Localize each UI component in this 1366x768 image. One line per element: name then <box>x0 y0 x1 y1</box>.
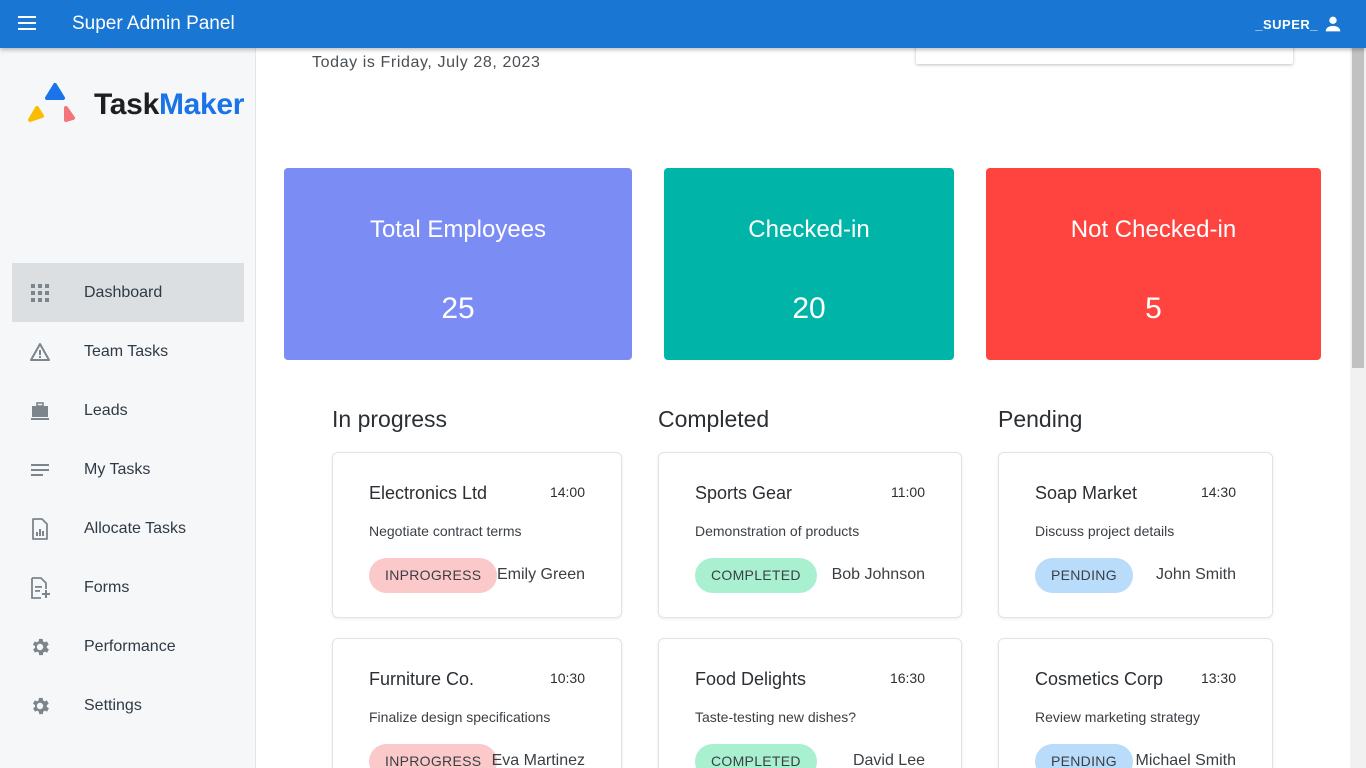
sidebar-item-forms[interactable]: Forms <box>12 558 244 617</box>
gear-icon <box>28 635 52 659</box>
stat-card-not-checked-in[interactable]: Not Checked-in 5 <box>986 168 1321 360</box>
task-card[interactable]: Electronics Ltd 14:00 Negotiate contract… <box>332 452 622 618</box>
task-assignee: David Lee <box>852 752 925 768</box>
stat-card-checked-in[interactable]: Checked-in 20 <box>664 168 954 360</box>
task-assignee: Eva Martinez <box>491 752 585 768</box>
sidebar-item-label: Settings <box>84 696 142 714</box>
task-time: 13:30 <box>1200 670 1236 686</box>
task-card[interactable]: Soap Market 14:30 Discuss project detail… <box>998 452 1273 618</box>
sidebar-item-label: My Tasks <box>84 460 151 478</box>
report-icon <box>28 517 52 541</box>
task-description: Taste-testing new dishes? <box>695 709 857 725</box>
sidebar-item-label: Dashboard <box>84 283 163 301</box>
status-badge: PENDING <box>1035 744 1133 768</box>
sidebar-nav: Dashboard Team Tasks Leads My Tasks Allo… <box>12 263 244 735</box>
task-time: 10:30 <box>549 670 585 686</box>
column-title-in-progress: In progress <box>332 406 448 432</box>
user-menu[interactable]: _SUPER_ <box>1255 13 1344 35</box>
briefcase-icon <box>28 399 52 423</box>
gear-icon <box>28 694 52 718</box>
date-text: Today is Friday, July 28, 2023 <box>312 54 541 71</box>
stat-title: Checked-in <box>748 216 870 243</box>
task-time: 11:00 <box>891 484 925 500</box>
menu-icon[interactable] <box>18 16 38 32</box>
app-title: Super Admin Panel <box>72 13 235 34</box>
status-badge: COMPLETED <box>695 558 817 593</box>
sidebar-item-label: Allocate Tasks <box>84 519 186 537</box>
task-card[interactable]: Cosmetics Corp 13:30 Review marketing st… <box>998 638 1273 768</box>
sidebar-item-leads[interactable]: Leads <box>12 381 244 440</box>
task-card[interactable]: Furniture Co. 10:30 Finalize design spec… <box>332 638 622 768</box>
sidebar-item-my-tasks[interactable]: My Tasks <box>12 440 244 499</box>
list-icon <box>28 458 52 482</box>
task-time: 16:30 <box>889 670 925 686</box>
status-badge: PENDING <box>1035 558 1133 593</box>
app-bar: Super Admin Panel _SUPER_ <box>0 0 1366 48</box>
sidebar-item-settings[interactable]: Settings <box>12 676 244 735</box>
task-company: Electronics Ltd <box>369 483 488 503</box>
task-assignee: Michael Smith <box>1135 752 1236 768</box>
stat-value: 25 <box>441 292 475 325</box>
task-description: Finalize design specifications <box>369 709 551 725</box>
task-company: Sports Gear <box>695 483 793 503</box>
sidebar: TaskMaker Dashboard Team Tasks Leads <box>0 48 256 768</box>
task-company: Soap Market <box>1035 483 1138 503</box>
column-title-pending: Pending <box>998 406 1083 432</box>
scrollbar-thumb[interactable] <box>1352 48 1364 368</box>
task-assignee: Bob Johnson <box>831 566 925 583</box>
status-badge: INPROGRESS <box>369 558 498 593</box>
sidebar-item-allocate-tasks[interactable]: Allocate Tasks <box>12 499 244 558</box>
task-company: Furniture Co. <box>369 669 475 689</box>
task-card[interactable]: Food Delights 16:30 Taste-testing new di… <box>658 638 962 768</box>
account-icon <box>1325 16 1341 32</box>
user-name: _SUPER_ <box>1255 16 1318 32</box>
sidebar-item-team-tasks[interactable]: Team Tasks <box>12 322 244 381</box>
task-description: Review marketing strategy <box>1035 709 1200 725</box>
page-scrollbar[interactable] <box>1350 48 1366 768</box>
task-card[interactable]: Sports Gear 11:00 Demonstration of produ… <box>658 452 962 618</box>
sidebar-item-label: Leads <box>84 401 128 419</box>
task-time: 14:00 <box>549 484 585 500</box>
logo-icon <box>20 82 86 128</box>
task-time: 14:30 <box>1200 484 1236 500</box>
logo-text: TaskMaker <box>94 88 245 121</box>
column-title-completed: Completed <box>658 406 770 432</box>
task-assignee: John Smith <box>1155 566 1236 583</box>
logo[interactable]: TaskMaker <box>20 82 244 128</box>
grid-icon <box>28 281 52 305</box>
task-description: Negotiate contract terms <box>369 523 522 539</box>
note-add-icon <box>28 576 52 600</box>
task-company: Food Delights <box>695 669 807 689</box>
sidebar-item-label: Team Tasks <box>84 342 169 360</box>
stat-value: 5 <box>1145 292 1162 325</box>
sidebar-item-performance[interactable]: Performance <box>12 617 244 676</box>
stat-title: Not Checked-in <box>1070 216 1237 243</box>
stat-value: 20 <box>792 292 826 325</box>
sidebar-item-label: Performance <box>84 637 176 655</box>
top-card <box>916 48 1293 64</box>
sidebar-item-dashboard[interactable]: Dashboard <box>12 263 244 322</box>
status-badge: COMPLETED <box>695 744 817 768</box>
sidebar-item-label: Forms <box>84 578 130 596</box>
stat-title: Total Employees <box>369 216 547 243</box>
warning-icon <box>28 340 52 364</box>
status-badge: INPROGRESS <box>369 744 498 768</box>
main-content: Today is Friday, July 28, 2023 Total Emp… <box>256 48 1350 768</box>
task-company: Cosmetics Corp <box>1035 669 1164 689</box>
task-description: Demonstration of products <box>695 523 860 539</box>
task-assignee: Emily Green <box>496 566 585 583</box>
task-description: Discuss project details <box>1035 523 1175 539</box>
stat-card-total-employees[interactable]: Total Employees 25 <box>284 168 632 360</box>
